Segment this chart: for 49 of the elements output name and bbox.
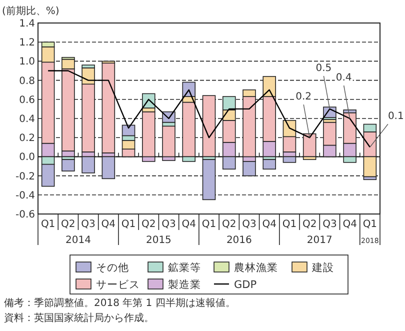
y-tick-label: 0.4	[19, 114, 35, 125]
x-tick-label: Q3	[322, 219, 337, 230]
legend-label: 製造業	[168, 278, 201, 291]
x-tick-label: Q3	[162, 219, 176, 230]
y-axis-title: (前期比、%)	[2, 5, 60, 17]
x-tick-label: Q1	[202, 219, 216, 230]
text: 2016	[226, 235, 252, 246]
x-tick-label: Q4	[342, 219, 357, 230]
text: 資料：英国国家統計局から作成。	[4, 312, 154, 324]
x-tick-label: Q1	[362, 219, 378, 230]
x-tick-label: Q2	[302, 219, 317, 230]
x-tick-label: Q1	[40, 219, 56, 230]
y-tick-label: 1.4	[19, 18, 35, 30]
data-label: 0.4	[336, 72, 352, 84]
y-tick-label: 1.2	[19, 38, 35, 49]
bar	[62, 159, 75, 172]
x-tick-label: Q4	[101, 219, 116, 230]
x-tick-label: Q2	[222, 219, 236, 230]
data-label: 0.5	[316, 62, 332, 74]
text: 備考：季節調整値。2018 年第 1 四半期は速報値。	[4, 297, 236, 309]
x-tick-label: Q1	[282, 219, 297, 230]
y-tick-label: 0.2	[19, 133, 35, 144]
legend-label: 鉱業等	[168, 261, 201, 274]
legend-label: 農林漁業	[234, 261, 278, 274]
legend-label: GDP	[234, 279, 257, 291]
x-tick-label: Q4	[262, 219, 276, 230]
y-tick-label: 0.8	[19, 76, 35, 87]
y-tick-label: -0.6	[15, 210, 35, 220]
line-series	[47, 70, 371, 148]
x-tick-label: Q1	[121, 219, 136, 230]
text: 2017	[306, 235, 332, 246]
text: 2015	[146, 235, 172, 246]
y-tick-label: 0.6	[19, 94, 35, 106]
x-tick-label: Q4	[182, 219, 196, 230]
y-tick-label: 0.0	[19, 152, 35, 164]
y-tick-label: 1.0	[19, 56, 35, 68]
text: 2014	[66, 235, 91, 246]
x-tick-label: Q3	[242, 219, 256, 230]
y-tick-label: -0.4	[15, 190, 35, 202]
x-tick-label: Q3	[81, 219, 96, 230]
data-label: 0.1	[388, 111, 404, 122]
legend-label: 建設	[311, 261, 334, 274]
y-tick-label: -0.2	[15, 171, 35, 182]
x-tick-label: Q2	[61, 219, 76, 230]
x-tick-label: Q2	[142, 219, 156, 230]
legend-label: その他	[96, 262, 129, 274]
bar	[262, 159, 276, 170]
legend-label: サービス	[96, 279, 140, 291]
data-label: 0.2	[296, 92, 312, 103]
